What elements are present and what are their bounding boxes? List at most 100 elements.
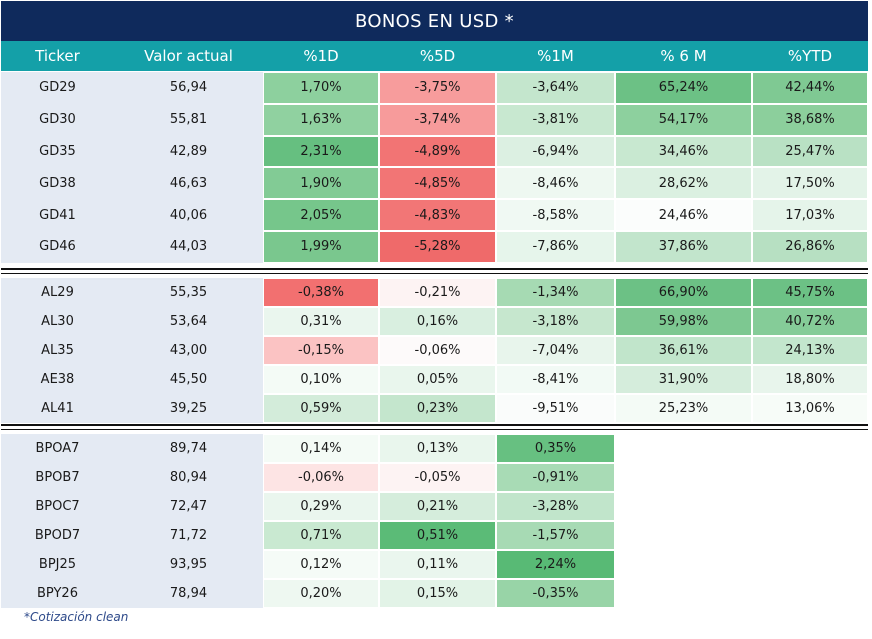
cell-d1: 0,29% bbox=[264, 493, 378, 520]
cell-m1: -3,28% bbox=[497, 493, 614, 520]
cell-d1: -0,38% bbox=[264, 279, 378, 306]
table-row: AL35 43,00 -0,15% -0,06% -7,04% 36,61% 24,13% bbox=[1, 336, 868, 365]
cell-m1: -6,94% bbox=[497, 136, 614, 167]
cell-ytd bbox=[753, 493, 867, 520]
table-row: BPJ25 93,95 0,12% 0,11% 2,24% bbox=[1, 550, 868, 579]
cell-valor: 53,64 bbox=[169, 314, 208, 329]
cell-d5: 0,16% bbox=[380, 308, 495, 335]
cell-m6 bbox=[616, 580, 751, 607]
cell-valor: 39,25 bbox=[169, 401, 208, 416]
cell-m1: -9,51% bbox=[497, 395, 614, 422]
cell-m1: -8,41% bbox=[497, 366, 614, 393]
cell-valor: 46,63 bbox=[169, 175, 208, 191]
cell-d5: 0,23% bbox=[380, 395, 495, 422]
cell-d1: 0,12% bbox=[264, 551, 378, 578]
cell-ytd bbox=[753, 522, 867, 549]
group-separator bbox=[1, 273, 868, 274]
cell-m6 bbox=[616, 435, 751, 462]
table-row: GD38 46,63 1,90% -4,85% -8,46% 28,62% 17,50% bbox=[1, 167, 868, 199]
cell-ticker: AL35 bbox=[41, 343, 74, 358]
ticker-panel-bg bbox=[1, 278, 263, 423]
cell-d1: 1,63% bbox=[264, 104, 378, 135]
cell-d5: 0,05% bbox=[380, 366, 495, 393]
cell-m1: 0,35% bbox=[497, 435, 614, 462]
cell-valor: 42,89 bbox=[169, 143, 208, 159]
cell-d5: -0,21% bbox=[380, 279, 495, 306]
cell-d1: 1,90% bbox=[264, 168, 378, 199]
col-header-valor: Valor actual bbox=[144, 47, 233, 65]
cell-valor: 43,00 bbox=[169, 343, 208, 358]
cell-d5: -0,06% bbox=[380, 337, 495, 364]
cell-ticker: BPOD7 bbox=[34, 528, 81, 543]
table-row: GD46 44,03 1,99% -5,28% -7,86% 37,86% 26,86% bbox=[1, 231, 868, 263]
cell-ticker: GD41 bbox=[39, 207, 76, 223]
cell-ytd: 17,50% bbox=[753, 168, 867, 199]
table-row: AL41 39,25 0,59% 0,23% -9,51% 25,23% 13,06% bbox=[1, 394, 868, 423]
cell-d5: 0,51% bbox=[380, 522, 495, 549]
cell-m1: -7,86% bbox=[497, 232, 614, 262]
cell-m6: 36,61% bbox=[616, 337, 751, 364]
cell-d1: 1,70% bbox=[264, 73, 378, 103]
cell-ytd: 26,86% bbox=[753, 232, 867, 262]
cell-m6: 28,62% bbox=[616, 168, 751, 199]
cell-ticker: AL30 bbox=[41, 314, 74, 329]
cell-valor: 55,35 bbox=[169, 285, 208, 300]
cell-m6 bbox=[616, 551, 751, 578]
cell-valor: 44,03 bbox=[169, 239, 208, 255]
table-row: BPOD7 71,72 0,71% 0,51% -1,57% bbox=[1, 521, 868, 550]
group-separator bbox=[1, 268, 868, 270]
cell-ticker: GD46 bbox=[39, 239, 76, 255]
cell-valor: 55,81 bbox=[169, 112, 208, 128]
cell-m1: -0,91% bbox=[497, 464, 614, 491]
cell-m6 bbox=[616, 522, 751, 549]
cell-ytd: 24,13% bbox=[753, 337, 867, 364]
cell-ticker: GD30 bbox=[39, 112, 76, 128]
cell-ytd bbox=[753, 435, 867, 462]
cell-d5: -3,75% bbox=[380, 73, 495, 103]
cell-ytd: 25,47% bbox=[753, 136, 867, 167]
cell-m6: 34,46% bbox=[616, 136, 751, 167]
cell-ticker: AL41 bbox=[41, 401, 74, 416]
table-row: BPOC7 72,47 0,29% 0,21% -3,28% bbox=[1, 492, 868, 521]
table-row: AL29 55,35 -0,38% -0,21% -1,34% 66,90% 45,75% bbox=[1, 278, 868, 307]
cell-d5: -4,85% bbox=[380, 168, 495, 199]
cell-d5: -5,28% bbox=[380, 232, 495, 262]
cell-valor: 45,50 bbox=[169, 372, 208, 387]
cell-m6 bbox=[616, 493, 751, 520]
cell-m6: 37,86% bbox=[616, 232, 751, 262]
cell-d5: 0,15% bbox=[380, 580, 495, 607]
col-header-6m: % 6 M bbox=[660, 47, 707, 65]
cell-m6 bbox=[616, 464, 751, 491]
col-header-1d: %1D bbox=[303, 47, 339, 65]
cell-ticker: BPOA7 bbox=[35, 441, 80, 456]
group-separator bbox=[1, 424, 868, 426]
table-row: GD35 42,89 2,31% -4,89% -6,94% 34,46% 25,47% bbox=[1, 136, 868, 168]
table-row: AE38 45,50 0,10% 0,05% -8,41% 31,90% 18,80% bbox=[1, 365, 868, 394]
table-row: BPY26 78,94 0,20% 0,15% -0,35% bbox=[1, 579, 868, 608]
cell-d1: 0,71% bbox=[264, 522, 378, 549]
cell-d5: -4,89% bbox=[380, 136, 495, 167]
cell-d5: -3,74% bbox=[380, 104, 495, 135]
cell-m1: -8,46% bbox=[497, 168, 614, 199]
ticker-panel-bg bbox=[1, 434, 263, 608]
table-title: BONOS EN USD * bbox=[1, 1, 868, 41]
cell-ticker: BPY26 bbox=[37, 586, 78, 601]
cell-ytd bbox=[753, 551, 867, 578]
cell-d1: 1,99% bbox=[264, 232, 378, 262]
cell-m1: -8,58% bbox=[497, 200, 614, 230]
cell-m6: 59,98% bbox=[616, 308, 751, 335]
group-separator bbox=[1, 429, 868, 430]
cell-ytd bbox=[753, 464, 867, 491]
cell-d1: 2,05% bbox=[264, 200, 378, 230]
cell-m1: 2,24% bbox=[497, 551, 614, 578]
cell-d1: 0,31% bbox=[264, 308, 378, 335]
cell-ticker: BPOC7 bbox=[35, 499, 80, 514]
cell-ytd: 45,75% bbox=[753, 279, 867, 306]
cell-valor: 72,47 bbox=[169, 499, 208, 514]
cell-d1: -0,15% bbox=[264, 337, 378, 364]
cell-m6: 54,17% bbox=[616, 104, 751, 135]
cell-ytd: 13,06% bbox=[753, 395, 867, 422]
col-header-ticker: Ticker bbox=[35, 47, 80, 65]
cell-d5: 0,21% bbox=[380, 493, 495, 520]
cell-d1: 0,59% bbox=[264, 395, 378, 422]
